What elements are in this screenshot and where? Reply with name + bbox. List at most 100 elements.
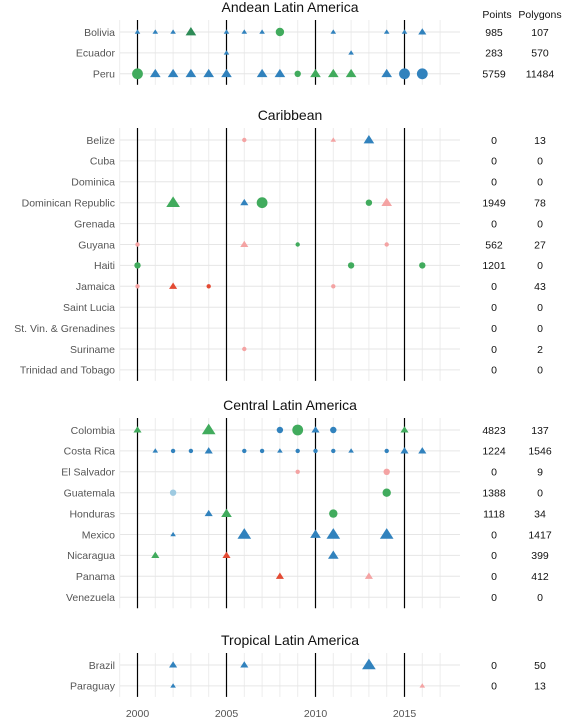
- polygons-value: 137: [531, 425, 549, 437]
- row-label-bolivia: Bolivia: [84, 27, 115, 39]
- points-value: 1201: [482, 260, 506, 272]
- polygon-mark: [381, 68, 393, 78]
- point-mark: [382, 488, 391, 497]
- polygon-mark: [169, 282, 178, 289]
- polygon-mark: [151, 551, 160, 558]
- row-label-brazil: Brazil: [89, 660, 115, 672]
- point-mark: [135, 284, 140, 289]
- point-mark: [331, 448, 336, 454]
- row-label-mexico: Mexico: [82, 529, 115, 541]
- point-mark: [331, 284, 336, 289]
- polygons-value: 0: [537, 156, 543, 168]
- point-mark: [329, 509, 338, 518]
- row-label-belize: Belize: [86, 135, 115, 147]
- polygon-mark: [166, 196, 180, 208]
- polygon-mark: [327, 68, 339, 78]
- point-mark: [132, 68, 143, 80]
- points-value: 0: [491, 177, 497, 189]
- points-value: 5759: [482, 69, 506, 81]
- polygons-value: 399: [531, 550, 549, 562]
- polygon-mark: [201, 423, 216, 435]
- polygons-value: 0: [537, 260, 543, 272]
- x-tick-label: 2000: [126, 708, 150, 720]
- polygon-mark: [185, 68, 197, 78]
- polygon-mark: [133, 426, 142, 433]
- x-tick-label: 2015: [393, 708, 417, 720]
- polygons-value: 412: [531, 571, 549, 583]
- point-mark: [276, 426, 284, 434]
- point-mark: [169, 489, 177, 496]
- points-value: 1118: [483, 508, 505, 520]
- points-value: 0: [491, 592, 497, 604]
- points-value: 0: [491, 571, 497, 583]
- polygons-value: 50: [534, 660, 546, 672]
- polygon-mark: [149, 68, 161, 78]
- point-mark: [383, 468, 390, 475]
- polygons-value: 0: [537, 177, 543, 189]
- polygons-value: 13: [534, 681, 546, 693]
- marks-layer: [132, 27, 428, 688]
- polygons-value: 0: [537, 488, 543, 500]
- point-mark: [135, 242, 140, 247]
- row-label-peru: Peru: [93, 69, 115, 81]
- polygon-mark: [348, 448, 354, 453]
- polygons-value: 107: [531, 27, 549, 39]
- row-label-st-vin-grenadines: St. Vin. & Grenadines: [14, 323, 115, 335]
- polygons-value: 0: [537, 218, 543, 230]
- row-label-cuba: Cuba: [90, 156, 115, 168]
- polygon-mark: [327, 550, 339, 559]
- x-tick-label: 2005: [215, 708, 239, 720]
- row-label-colombia: Colombia: [71, 425, 116, 437]
- polygon-mark: [330, 137, 337, 142]
- points-value: 4823: [482, 425, 506, 437]
- polygons-value: 2: [537, 344, 543, 356]
- x-axis: 2000 2005 2010 2015: [126, 708, 417, 720]
- polygon-mark: [240, 198, 249, 206]
- polygons-header: Polygons: [518, 9, 561, 21]
- polygon-mark: [363, 135, 375, 144]
- polygon-mark: [185, 27, 197, 36]
- row-label-saint-lucia: Saint Lucia: [63, 302, 115, 314]
- polygons-value: 13: [534, 135, 546, 147]
- points-value: 0: [491, 467, 497, 479]
- row-label-guatemala: Guatemala: [64, 488, 116, 500]
- polygons-value: 570: [531, 48, 549, 60]
- points-value: 985: [485, 27, 503, 39]
- polygon-mark: [167, 68, 179, 78]
- polygon-mark: [311, 426, 320, 433]
- polygon-mark: [310, 529, 321, 538]
- point-mark: [275, 27, 285, 37]
- point-mark: [188, 448, 194, 454]
- points-header: Points: [482, 9, 511, 21]
- row-label-costa-rica: Costa Rica: [64, 446, 116, 458]
- polygon-mark: [152, 29, 159, 34]
- polygon-mark: [326, 528, 341, 539]
- polygon-mark: [256, 68, 268, 78]
- polygon-mark: [240, 661, 249, 668]
- points-value: 0: [491, 135, 497, 147]
- polygon-mark: [383, 29, 390, 34]
- point-mark: [242, 346, 247, 352]
- points-value: 0: [491, 529, 497, 541]
- grid-layer: [119, 20, 460, 697]
- polygon-mark: [400, 447, 409, 454]
- polygons-value: 0: [537, 592, 543, 604]
- row-label-suriname: Suriname: [70, 344, 115, 356]
- x-tick-label: 2010: [304, 708, 328, 720]
- point-mark: [347, 262, 355, 269]
- points-value: 0: [491, 323, 497, 335]
- points-value: 1949: [482, 198, 506, 210]
- polygon-mark: [221, 68, 232, 78]
- polygon-mark: [274, 68, 286, 78]
- row-label-dominica: Dominica: [71, 177, 115, 189]
- point-mark: [330, 426, 337, 434]
- point-mark: [295, 242, 300, 247]
- polygon-mark: [419, 683, 426, 688]
- polygon-mark: [381, 197, 393, 207]
- points-value: 0: [491, 660, 497, 672]
- points-value: 0: [491, 218, 497, 230]
- panel-title-andean-latin-america: Andean Latin America: [222, 0, 359, 15]
- polygon-mark: [259, 29, 265, 34]
- row-label-el-salvador: El Salvador: [61, 467, 115, 479]
- polygon-mark: [134, 29, 141, 34]
